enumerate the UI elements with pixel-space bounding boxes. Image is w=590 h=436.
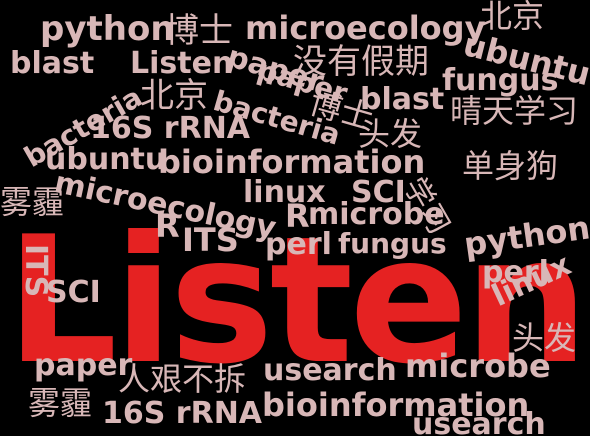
cloud-word-beijing-2: 北京 (140, 76, 208, 116)
cloud-word-sci-2: SCI (46, 275, 101, 310)
cloud-word-microbe-2: microbe (405, 347, 551, 385)
cloud-word-smog: 雾霾 (0, 183, 65, 221)
cloud-word-listen-small: Listen (130, 46, 234, 81)
cloud-word-smog-2: 雾霾 (28, 384, 93, 422)
cloud-word-r: R (285, 197, 310, 235)
cloud-word-bioinformation-2: bioinformation (262, 386, 530, 424)
cloud-word-usearch: usearch (263, 353, 397, 388)
cloud-word-hair-2: 头发 (512, 319, 577, 357)
cloud-word-r-2: R (155, 207, 180, 245)
cloud-word-perl: perl (265, 227, 332, 262)
cloud-word-16s-rrna: 16S rRNA (90, 111, 251, 146)
cloud-word-perl-2: perl (482, 255, 549, 290)
cloud-word-its: ITS (182, 221, 239, 259)
cloud-word-rengenbuchai: 人艰不拆 (118, 360, 247, 398)
cloud-word-single: 单身狗 (462, 147, 559, 185)
cloud-word-python: python (40, 9, 175, 49)
cloud-word-fungus: fungus (442, 63, 559, 98)
cloud-word-paper-3: paper (34, 348, 133, 383)
cloud-word-sunny-study: 晴天学习 (450, 92, 579, 130)
cloud-word-linux: linux (243, 175, 326, 210)
cloud-word-blast-2: blast (360, 82, 445, 117)
cloud-word-fungus-2: fungus (338, 227, 447, 260)
cloud-word-microecology: microecology (245, 9, 486, 47)
cloud-word-16s-rrna-2: 16S rRNA (102, 396, 263, 431)
cloud-word-ubuntu-2: ubuntu (45, 142, 167, 177)
cloud-word-usearch-2: usearch (412, 407, 546, 436)
cloud-word-no-vacation: 没有假期 (293, 42, 429, 82)
cloud-word-hair: 头发 (358, 115, 423, 153)
cloud-word-listen-large: Listen (6, 200, 589, 403)
cloud-word-blast: blast (10, 46, 95, 81)
cloud-word-sci: SCI (351, 175, 406, 210)
cloud-word-microbe: microbe (308, 197, 445, 232)
cloud-word-bioinformation: bioinformation (158, 143, 426, 181)
cloud-word-phd: 博士 (165, 11, 233, 51)
cloud-word-beijing: 北京 (480, 0, 545, 35)
